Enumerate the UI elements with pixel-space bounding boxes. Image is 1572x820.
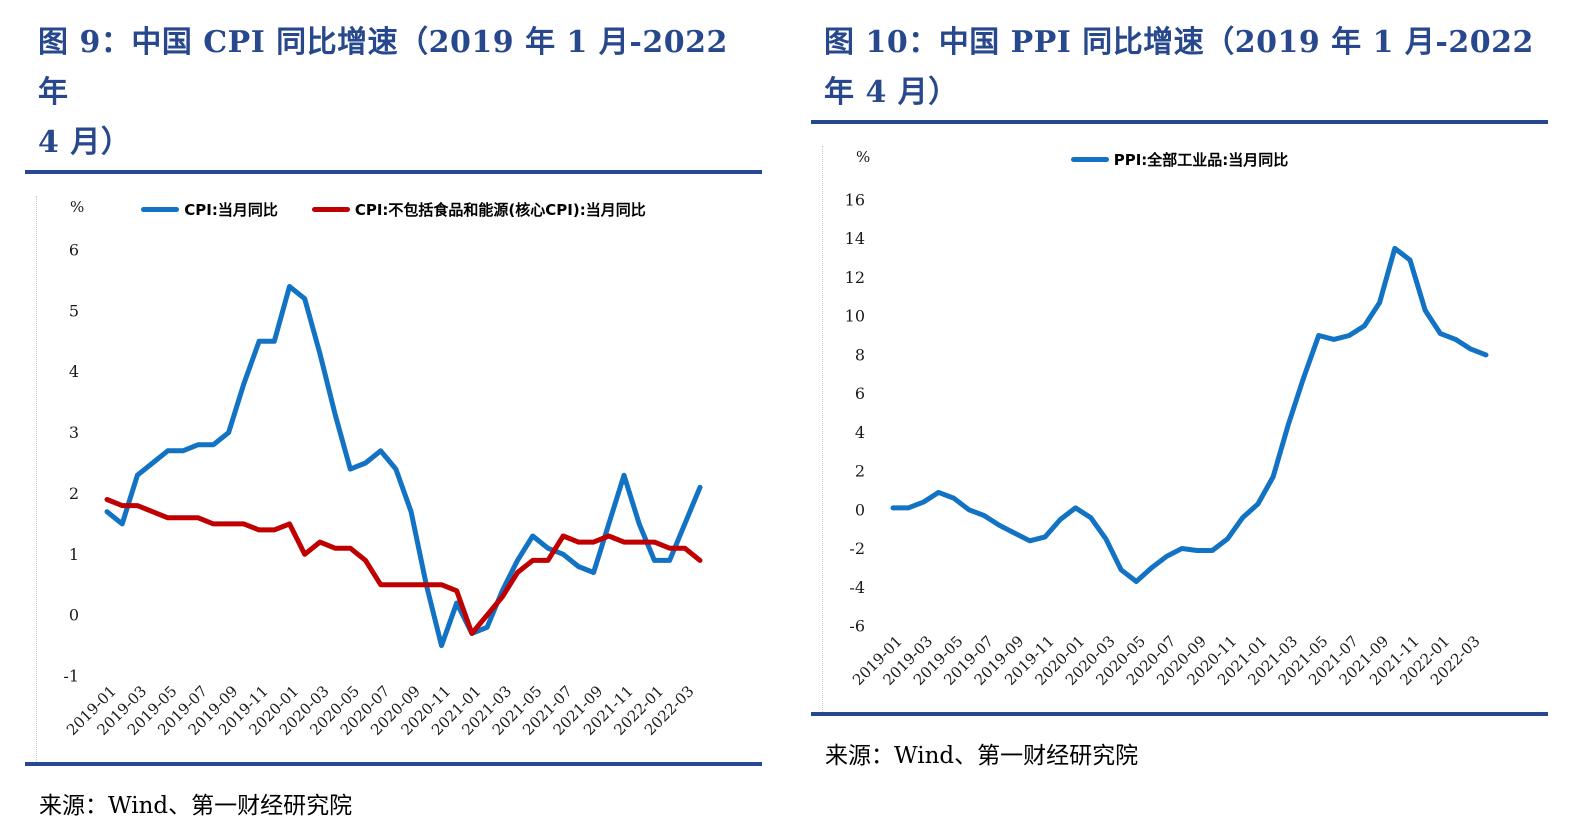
y-tick-label: 0 <box>69 606 79 625</box>
legend-line-marker <box>311 206 350 212</box>
figure-9-chart-block: % CPI:当月同比 CPI:不包括食品和能源(核心CPI):当月同比 -1 0 1 2… <box>25 196 762 762</box>
figure-9-source: 来源：Wind、第一财经研究院 <box>39 793 353 819</box>
y-axis-unit-label: % <box>70 198 85 216</box>
y-tick-label: 12 <box>845 268 865 287</box>
y-tick-label: 6 <box>855 384 865 403</box>
cpi-line-chart: -101234562019-012019-032019-052019-07201… <box>63 241 703 739</box>
figure-10-title-rule <box>811 120 1548 124</box>
y-tick-label: 4 <box>69 362 79 381</box>
y-axis-unit-label: % <box>856 148 871 166</box>
legend-line-marker <box>1070 156 1109 162</box>
y-tick-label: 14 <box>845 229 865 248</box>
figure-10-legend-row: % PPI:全部工业品:当月同比 <box>811 146 1548 172</box>
figure-10-chart-block: % PPI:全部工业品:当月同比 -6 -4 -2 0 2 4 6 8 10 12 14 16 2019… <box>811 146 1548 712</box>
y-tick-label: -2 <box>849 539 865 558</box>
y-tick-label: 1 <box>69 545 79 564</box>
y-tick-label: 3 <box>69 423 79 442</box>
figure-10-source: 来源：Wind、第一财经研究院 <box>825 743 1139 769</box>
figure-10-legend: PPI:全部工业品:当月同比 <box>1070 149 1289 170</box>
y-tick-label: -1 <box>63 667 79 686</box>
legend-label: CPI:不包括食品和能源(核心CPI):当月同比 <box>354 200 646 219</box>
y-tick-label: 4 <box>855 423 865 442</box>
figure-9-legend-row: % CPI:当月同比 CPI:不包括食品和能源(核心CPI):当月同比 <box>25 196 762 222</box>
y-tick-label: -6 <box>849 617 865 636</box>
figure-10-title: 图 10：中国 PPI 同比增速（2019 年 1 月-2022 年 4 月） <box>824 25 1534 110</box>
figure-9-title-rule <box>25 170 762 174</box>
ppi-line-chart: -6-4-202468101214162019-012019-032019-05… <box>845 191 1489 689</box>
legend-item: CPI:不包括食品和能源(核心CPI):当月同比 <box>311 199 646 220</box>
legend-item: PPI:全部工业品:当月同比 <box>1070 149 1289 170</box>
figure-10-panel: 图 10：中国 PPI 同比增速（2019 年 1 月-2022 年 4 月） … <box>786 0 1572 803</box>
figure-9-legend: CPI:当月同比 CPI:不包括食品和能源(核心CPI):当月同比 <box>141 199 646 220</box>
y-tick-label: 2 <box>855 462 865 481</box>
series-line <box>104 284 703 649</box>
y-tick-label: -4 <box>849 578 865 597</box>
series-line <box>104 497 703 636</box>
figure-9-panel: 图 9：中国 CPI 同比增速（2019 年 1 月-2022 年 4 月） %… <box>0 0 786 819</box>
legend-line-marker <box>141 206 180 212</box>
y-tick-label: 5 <box>69 301 79 320</box>
y-tick-label: 0 <box>855 500 865 519</box>
y-tick-label: 10 <box>845 307 865 326</box>
legend-label: PPI:全部工业品:当月同比 <box>1113 150 1289 169</box>
y-tick-label: 8 <box>855 345 865 364</box>
legend-label: CPI:当月同比 <box>184 200 278 219</box>
figure-9-bottom-rule <box>25 762 762 766</box>
legend-item: CPI:当月同比 <box>141 199 278 220</box>
figure-10-bottom-rule <box>811 712 1548 716</box>
y-tick-label: 16 <box>845 191 865 210</box>
y-tick-label: 6 <box>69 241 79 260</box>
y-tick-label: 2 <box>69 484 79 503</box>
series-line <box>890 245 1489 584</box>
figure-9-title: 图 9：中国 CPI 同比增速（2019 年 1 月-2022 年 4 月） <box>38 25 728 160</box>
